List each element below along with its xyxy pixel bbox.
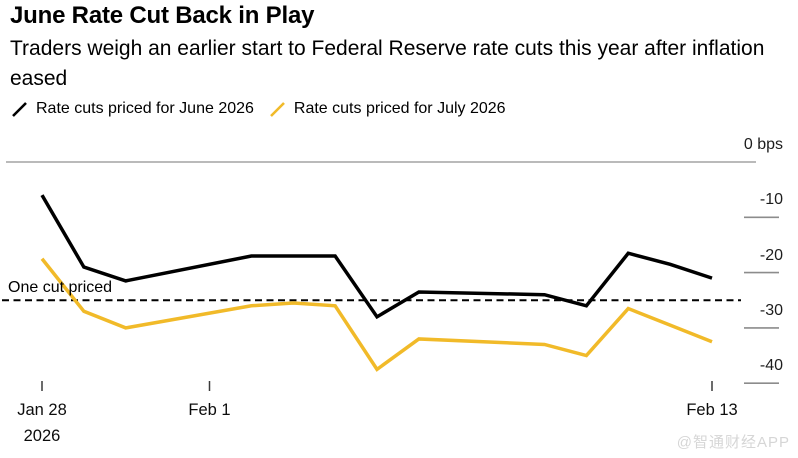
- y-axis-tick-label: -20: [759, 246, 783, 264]
- page-title: June Rate Cut Back in Play: [10, 2, 315, 29]
- chart-legend: Rate cuts priced for June 2026 Rate cuts…: [10, 100, 506, 118]
- y-axis-tick-label: -40: [759, 357, 783, 375]
- watermark: @智通财经APP: [676, 434, 790, 451]
- series-line-rate-cuts-priced-for-july-2026: [40, 257, 713, 372]
- legend-label-june: Rate cuts priced for June 2026: [36, 100, 254, 117]
- chart-subtitle: Traders weigh an earlier start to Federa…: [10, 37, 765, 90]
- x-axis-tick-label: Jan 28 2026: [17, 397, 67, 449]
- series-line-rate-cuts-priced-for-june-2026: [40, 194, 713, 320]
- x-axis-tick-label: Feb 1: [188, 397, 230, 423]
- legend-slash-june-icon: [12, 101, 27, 117]
- reference-line-label: One cut priced: [8, 279, 113, 297]
- legend-item-june-2026: Rate cuts priced for June 2026: [10, 100, 254, 118]
- legend-label-july: Rate cuts priced for July 2026: [293, 100, 506, 117]
- legend-slash-july-icon: [269, 101, 285, 117]
- x-axis-tick-label-line1: Feb 13: [686, 401, 738, 419]
- x-axis-tick-label-line1: Jan 28: [17, 401, 67, 419]
- y-axis-top-label: 0 bps: [743, 136, 783, 153]
- y-axis-tick-label: -10: [759, 191, 783, 209]
- x-axis-tick-label-line1: Feb 1: [188, 401, 231, 419]
- x-axis-tick-label-line2: 2026: [23, 427, 61, 445]
- y-axis-tick-label: -30: [759, 301, 783, 319]
- x-axis-tick-label: Feb 13: [686, 397, 737, 423]
- legend-item-july-2026: Rate cuts priced for July 2026: [268, 100, 506, 118]
